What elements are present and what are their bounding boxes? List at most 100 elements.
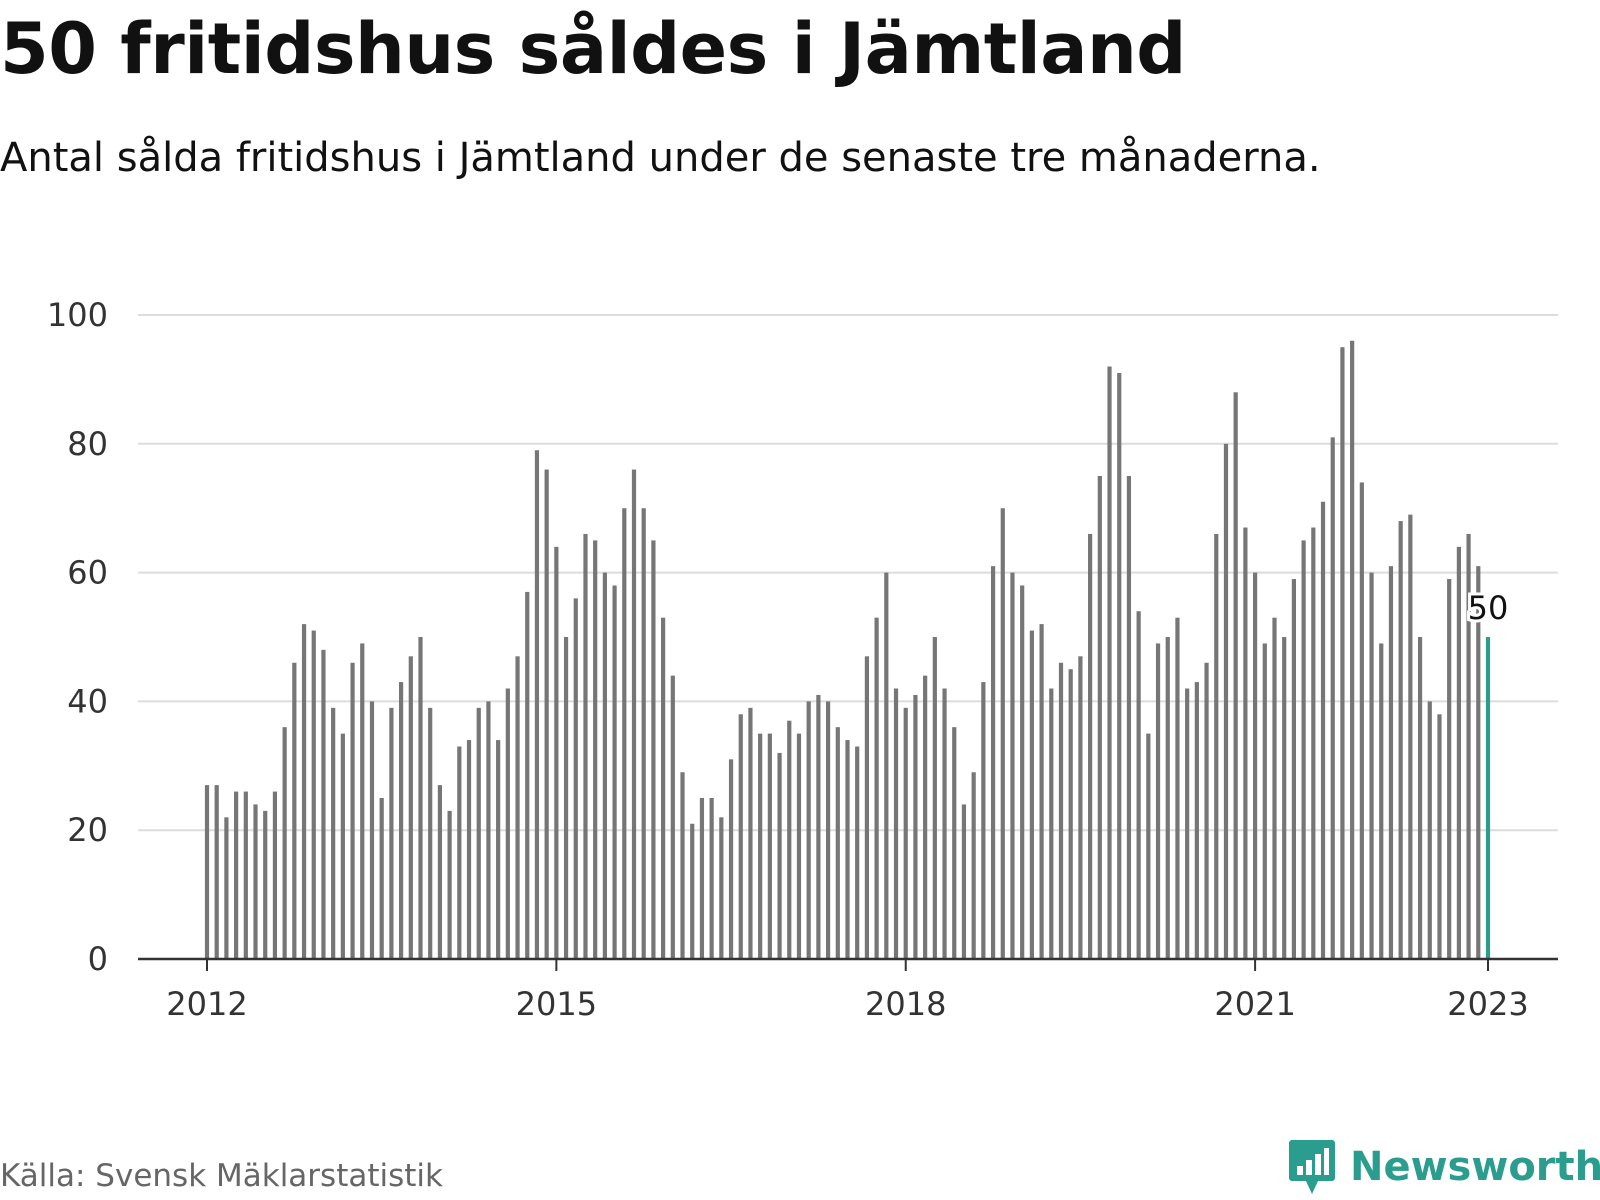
y-tick-label-0: 0 <box>88 940 108 978</box>
bar <box>981 682 986 959</box>
bar <box>563 637 569 959</box>
bar <box>602 572 607 959</box>
bar <box>263 810 268 959</box>
bar <box>1379 643 1384 959</box>
bar <box>699 798 705 959</box>
bar <box>661 617 666 959</box>
bar <box>942 688 947 959</box>
bar <box>1320 501 1326 959</box>
bar <box>525 591 530 959</box>
bar <box>418 637 423 959</box>
data-labels: 50 <box>1465 586 1512 630</box>
bar <box>1330 437 1335 959</box>
bar <box>253 804 258 959</box>
bar <box>583 533 588 959</box>
bar <box>447 810 452 959</box>
bar <box>466 740 472 959</box>
bar <box>408 656 413 959</box>
bar <box>641 508 646 959</box>
bar <box>884 572 889 959</box>
x-tick-label-2012: 2012 <box>166 985 247 1023</box>
bar <box>360 643 365 959</box>
bar-latest <box>1485 637 1491 959</box>
bar <box>874 617 879 959</box>
brand-name: Newsworthy <box>1350 1144 1600 1190</box>
bar <box>437 785 443 959</box>
bar <box>1233 392 1238 959</box>
bar <box>379 798 384 959</box>
bar <box>428 707 433 959</box>
bar <box>893 688 899 959</box>
y-tick-label-20: 20 <box>67 811 108 849</box>
bar <box>282 727 287 959</box>
bar <box>1350 340 1355 959</box>
bar <box>1456 546 1461 959</box>
bar <box>1301 540 1306 959</box>
bar <box>1369 572 1374 959</box>
bar <box>1194 682 1199 959</box>
bar <box>952 727 957 959</box>
bar <box>1068 669 1073 959</box>
bar <box>923 675 928 959</box>
bar <box>1165 637 1170 959</box>
x-tick-label-2018: 2018 <box>865 985 946 1023</box>
bar <box>787 720 792 959</box>
bar <box>1010 572 1015 959</box>
bar <box>476 707 481 959</box>
y-tick-label-100: 100 <box>47 296 108 334</box>
bar <box>573 598 578 959</box>
bar <box>738 714 743 959</box>
bar <box>748 707 753 959</box>
bar <box>1359 482 1364 959</box>
bar <box>1029 630 1034 959</box>
bar <box>1107 366 1112 959</box>
bar <box>398 682 404 959</box>
bar <box>1185 688 1190 959</box>
bar <box>680 772 685 959</box>
bar <box>1447 579 1452 959</box>
bar <box>1078 656 1083 959</box>
bar <box>1243 527 1248 959</box>
chart-title: 50 fritidshus såldes i Jämtland <box>0 8 1186 90</box>
bar <box>486 701 491 959</box>
bar <box>806 701 811 959</box>
bar <box>690 823 695 959</box>
bar <box>1146 733 1151 959</box>
bar <box>350 662 355 959</box>
bar <box>1058 662 1064 959</box>
bar <box>1282 637 1287 959</box>
bar <box>1000 508 1005 959</box>
bar <box>340 733 345 959</box>
x-tick-label-2023: 2023 <box>1447 985 1528 1023</box>
bar <box>758 733 763 959</box>
bar <box>505 688 510 959</box>
bar <box>214 785 219 959</box>
x-tick-label-2015: 2015 <box>516 985 597 1023</box>
bar <box>1388 566 1394 959</box>
y-tick-label-60: 60 <box>67 554 108 592</box>
bar <box>389 707 394 959</box>
bar <box>728 759 734 959</box>
bar <box>835 727 840 959</box>
bar <box>593 540 598 959</box>
bar <box>990 566 996 959</box>
bar <box>243 791 248 959</box>
bar <box>234 791 239 959</box>
bar <box>622 508 627 959</box>
bar <box>272 791 278 959</box>
bar <box>864 656 870 959</box>
bar <box>719 817 724 959</box>
bar <box>961 804 967 959</box>
bar <box>321 649 326 959</box>
bar <box>1214 533 1219 959</box>
bar <box>1204 662 1209 959</box>
bar <box>903 707 908 959</box>
bar <box>777 752 782 959</box>
bar <box>816 694 821 959</box>
bar <box>1117 372 1122 960</box>
x-axis-ticks: 2012 2015 2018 2021 2023 <box>166 959 1529 1023</box>
bar <box>1291 579 1297 959</box>
bar <box>496 740 501 959</box>
bar <box>311 630 316 959</box>
y-tick-label-80: 80 <box>67 425 108 463</box>
